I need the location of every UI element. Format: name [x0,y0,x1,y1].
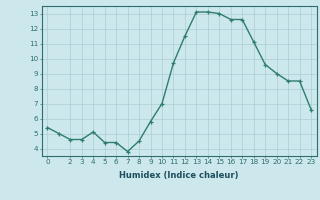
X-axis label: Humidex (Indice chaleur): Humidex (Indice chaleur) [119,171,239,180]
